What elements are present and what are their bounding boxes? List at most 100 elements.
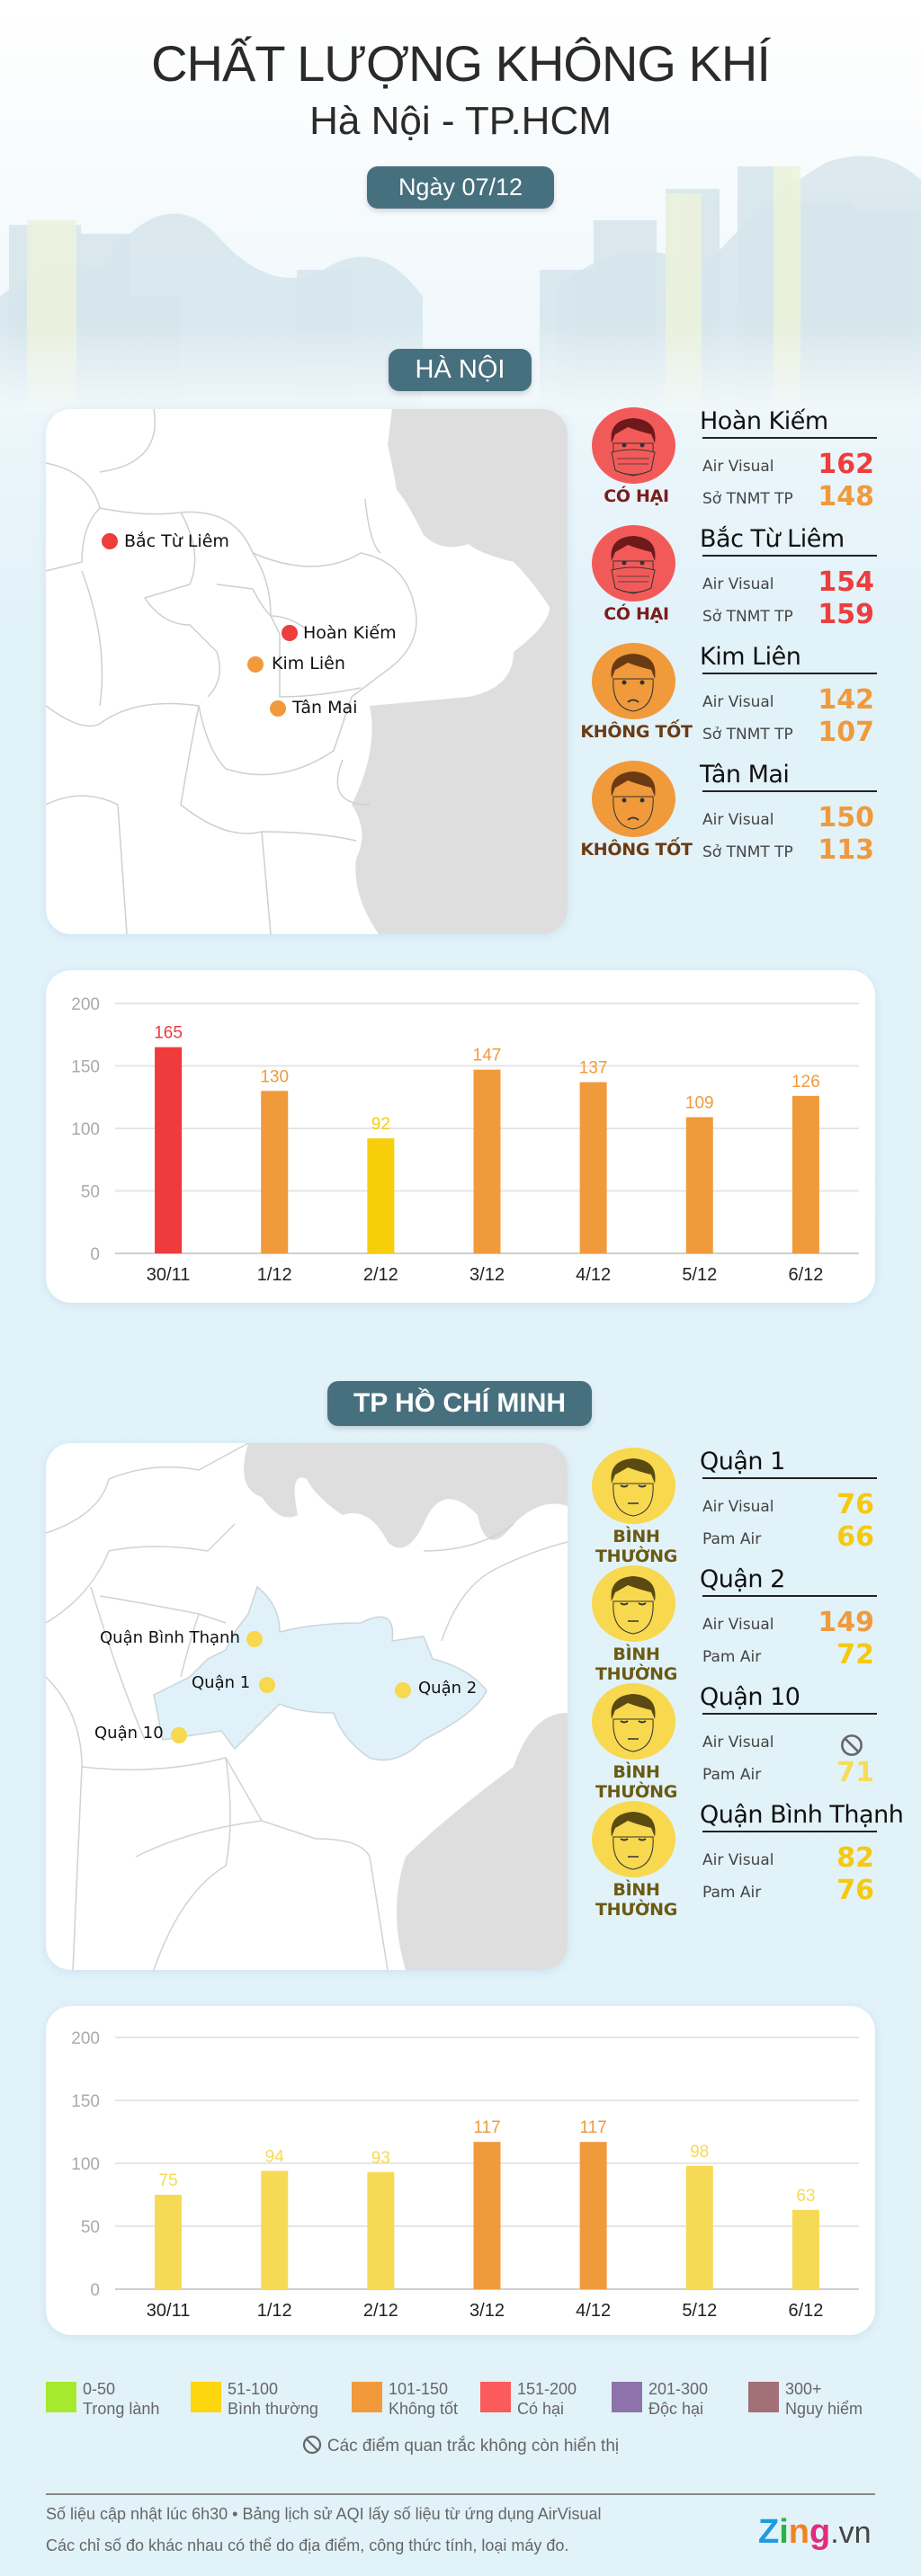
aqi-value: 76 [836,1489,874,1520]
divider [702,555,877,557]
map-marker-quan-10[interactable] [171,1727,187,1743]
aqi-value: 150 [818,802,874,833]
station-name: Quận Bình Thạnh [700,1801,904,1829]
bar [155,1047,183,1253]
source-label: Pam Air [702,1884,762,1902]
no-data-icon [302,2435,321,2455]
footer-line-2: Các chỉ số đo khác nhau có thể do địa đi… [46,2536,569,2554]
source-label: Sở TNMT TP [702,843,793,861]
aqi-value: 148 [818,481,874,513]
divider [702,673,877,674]
x-tick-label: 2/12 [363,2301,398,2321]
legend-range: 151-200 [517,2380,577,2398]
aqi-value: 159 [818,599,874,630]
source-label: Air Visual [702,458,774,476]
x-tick-label: 6/12 [788,2301,823,2321]
legend-swatch [480,2382,511,2412]
legend-label: Có hại [517,2400,565,2418]
source-label: Air Visual [702,1498,774,1516]
hcm-aqi-history-chart: 0 50 100 150 200 75 30/11 94 1/12 93 2/12 117 3/12 11… [46,2006,875,2335]
station-card: CÓ HẠI Bắc Từ Liêm Air Visual 154 Sở TNMT TP… [585,525,881,637]
y-tick-label: 50 [81,1183,100,1202]
status-label: BÌNH THƯỜNG [595,1645,678,1684]
map-marker-tan-mai[interactable] [270,700,286,717]
zing-logo: Zing.vn [758,2513,872,2551]
data-label: 117 [579,2118,606,2137]
status-label: BÌNH THƯỜNG [595,1880,678,1920]
x-tick-label: 1/12 [257,1265,292,1285]
data-label: 109 [685,1093,714,1112]
source-label: Sở TNMT TP [702,726,793,744]
map-marker-kim-lien[interactable] [247,656,264,673]
calm-face-icon [592,1683,675,1760]
bar [367,2171,395,2289]
source-label: Pam Air [702,1648,762,1666]
aqi-value: 107 [818,717,874,748]
aqi-value: 72 [836,1639,874,1671]
y-tick-label: 0 [90,2281,100,2300]
calm-face-icon [592,1565,675,1642]
bar [579,2142,607,2289]
map-marker-quan-1[interactable] [259,1677,275,1693]
source-label: Air Visual [702,1734,774,1752]
station-name: Bắc Từ Liêm [700,525,845,553]
data-label: 63 [796,2187,815,2206]
station-name: Quận 2 [700,1565,785,1593]
x-tick-label: 3/12 [469,2301,505,2321]
source-label: Air Visual [702,1851,774,1869]
data-label: 92 [371,1115,390,1134]
divider [702,1477,877,1479]
map-marker-hoan-kiem[interactable] [282,625,298,641]
sad-face-icon [592,761,675,837]
hcm-map-shapes [46,1443,568,1970]
map-marker-binh-thanh[interactable] [246,1631,263,1647]
legend-label: Bình thường [228,2400,318,2418]
status-label: KHÔNG TỐT [580,722,693,742]
hcm-bar-chart: 0 50 100 150 200 75 30/11 94 1/12 93 2/12 117 3/12 11… [71,2029,859,2321]
divider [702,437,877,439]
bar [367,1138,395,1253]
legend-swatch [352,2382,382,2412]
station-card: BÌNH THƯỜNG Quận 2 Air Visual 149 Pam Air 72 [585,1565,881,1684]
map-label-hoan-kiem: Hoàn Kiếm [303,623,397,643]
map-label-bac-tu-liem: Bắc Từ Liêm [124,531,229,551]
x-tick-label: 30/11 [147,2301,191,2321]
data-label: 75 [159,2171,178,2190]
divider [702,1713,877,1715]
y-tick-label: 50 [81,2218,100,2237]
status-label: KHÔNG TỐT [580,840,693,860]
masked-face-icon [592,407,675,484]
station-card: KHÔNG TỐT Kim Liên Air Visual 142 Sở TNMT TP… [580,643,881,755]
station-card: BÌNH THƯỜNG Quận 10 Air Visual Pam Air 71 [585,1683,881,1802]
status-label: CÓ HẠI [604,486,669,506]
y-tick-label: 200 [71,995,100,1014]
bar [685,2165,713,2289]
hcm-map: Quận Bình Thạnh Quận 1 Quận 10 Quận 2 [46,1443,568,1970]
bar [791,1095,819,1253]
legend-swatch [46,2382,76,2412]
hanoi-map-shapes [46,409,568,934]
source-label: Air Visual [702,811,774,829]
legend-range: 101-150 [389,2380,449,2398]
bar [473,2142,501,2289]
y-tick-label: 100 [71,1120,100,1139]
section-title-hcm: TP HỒ CHÍ MINH [327,1381,592,1426]
divider [702,1831,877,1832]
map-marker-quan-2[interactable] [395,1682,411,1698]
aqi-value: 82 [836,1842,874,1874]
source-label: Sở TNMT TP [702,490,793,508]
footer-divider [46,2493,875,2495]
data-label: 94 [265,2147,285,2166]
map-marker-bac-tu-liem[interactable] [102,533,118,549]
aqi-value: 76 [836,1875,874,1906]
aqi-value: 154 [818,566,874,598]
data-label: 98 [690,2143,709,2162]
legend-swatch [748,2382,779,2412]
station-card: CÓ HẠI Hoàn Kiếm Air Visual 162 Sở TNMT TP 14… [585,407,881,520]
no-data-icon [841,1734,863,1756]
source-label: Pam Air [702,1530,762,1548]
data-label: 126 [791,1073,820,1092]
x-tick-label: 1/12 [257,2301,292,2321]
x-tick-label: 4/12 [576,1265,611,1285]
x-tick-label: 6/12 [788,1265,823,1285]
